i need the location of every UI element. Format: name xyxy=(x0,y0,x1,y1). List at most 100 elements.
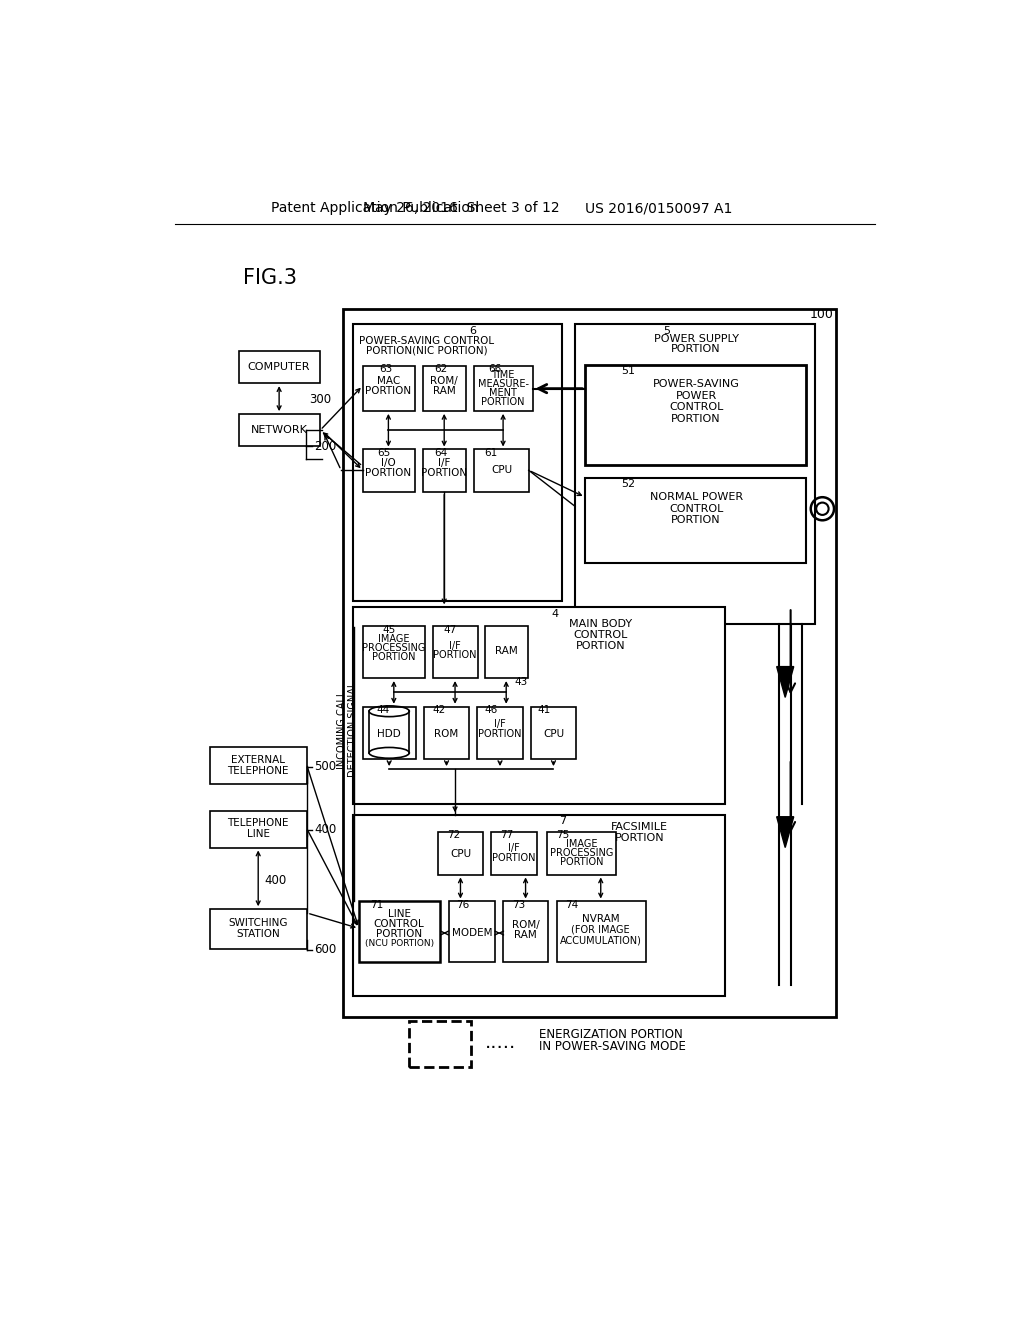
Bar xyxy=(531,706,575,759)
Bar xyxy=(586,364,806,465)
Text: PORTION: PORTION xyxy=(672,413,721,424)
Text: ENERGIZATION PORTION: ENERGIZATION PORTION xyxy=(539,1028,683,1041)
Text: PROCESSING: PROCESSING xyxy=(362,643,426,653)
Text: 71: 71 xyxy=(370,899,383,909)
Text: NVRAM: NVRAM xyxy=(582,915,620,924)
Text: (NCU PORTION): (NCU PORTION) xyxy=(365,940,434,948)
Text: May 26, 2016  Sheet 3 of 12: May 26, 2016 Sheet 3 of 12 xyxy=(362,202,559,215)
Bar xyxy=(362,450,415,492)
Text: NORMAL POWER: NORMAL POWER xyxy=(649,492,742,502)
Text: 72: 72 xyxy=(447,830,461,841)
Text: TELEPHONE: TELEPHONE xyxy=(227,766,289,776)
Bar xyxy=(352,323,562,601)
Text: CONTROL: CONTROL xyxy=(573,630,628,640)
Text: PORTION: PORTION xyxy=(481,397,525,408)
Text: 200: 200 xyxy=(314,440,336,453)
Text: 6: 6 xyxy=(470,326,477,335)
Text: 7: 7 xyxy=(559,816,566,826)
Text: 74: 74 xyxy=(565,899,579,909)
Bar xyxy=(432,626,477,678)
Text: PORTION: PORTION xyxy=(376,929,422,939)
Text: 44: 44 xyxy=(376,705,389,714)
Polygon shape xyxy=(776,667,794,697)
Text: CONTROL: CONTROL xyxy=(669,504,723,513)
Text: PORTION: PORTION xyxy=(560,857,603,867)
Text: ACCUMULATION): ACCUMULATION) xyxy=(560,936,642,945)
Bar xyxy=(362,626,425,678)
Text: SWITCHING: SWITCHING xyxy=(228,917,288,928)
Text: US 2016/0150097 A1: US 2016/0150097 A1 xyxy=(585,202,732,215)
Text: PORTION: PORTION xyxy=(372,652,416,663)
Text: 43: 43 xyxy=(515,677,528,686)
Text: PORTION: PORTION xyxy=(575,640,626,651)
Text: 42: 42 xyxy=(432,705,445,714)
Text: PORTION: PORTION xyxy=(614,833,665,842)
Text: I/F: I/F xyxy=(508,842,520,853)
Ellipse shape xyxy=(369,747,410,758)
Text: INCOMING CALL
DETECTION SIGNAL: INCOMING CALL DETECTION SIGNAL xyxy=(337,682,358,777)
Text: PORTION: PORTION xyxy=(493,853,536,862)
Text: 300: 300 xyxy=(309,393,332,407)
Text: TIME: TIME xyxy=(492,370,515,380)
Text: (FOR IMAGE: (FOR IMAGE xyxy=(571,925,630,935)
Text: IMAGE: IMAGE xyxy=(378,634,410,644)
Text: LINE: LINE xyxy=(388,908,411,919)
Bar xyxy=(575,323,815,624)
Text: LINE: LINE xyxy=(247,829,269,838)
Text: 61: 61 xyxy=(484,447,498,458)
Text: MEASURE-: MEASURE- xyxy=(477,379,528,389)
Text: 41: 41 xyxy=(538,705,551,714)
Text: RAM: RAM xyxy=(495,647,517,656)
Text: 65: 65 xyxy=(378,447,391,458)
Text: EXTERNAL: EXTERNAL xyxy=(231,755,286,764)
Text: 51: 51 xyxy=(621,366,635,376)
Bar xyxy=(490,832,538,875)
Text: IMAGE: IMAGE xyxy=(565,838,597,849)
Bar xyxy=(359,902,440,961)
Bar xyxy=(362,367,415,411)
Text: MENT: MENT xyxy=(489,388,517,399)
Text: FACSIMILE: FACSIMILE xyxy=(611,822,668,832)
Text: PORTION: PORTION xyxy=(421,469,467,478)
Text: PORTION(NIC PORTION): PORTION(NIC PORTION) xyxy=(366,346,487,356)
Text: 66: 66 xyxy=(488,364,502,375)
Bar xyxy=(438,832,483,875)
Text: 600: 600 xyxy=(314,944,336,957)
Text: 5: 5 xyxy=(664,326,671,335)
Text: 45: 45 xyxy=(382,624,395,635)
Text: 63: 63 xyxy=(379,364,392,375)
Text: CONTROL: CONTROL xyxy=(374,919,425,929)
Text: PORTION: PORTION xyxy=(672,345,721,354)
Text: 500: 500 xyxy=(314,760,336,774)
Bar xyxy=(239,351,321,383)
Text: CPU: CPU xyxy=(490,465,512,475)
Text: 62: 62 xyxy=(434,364,447,375)
Text: HDD: HDD xyxy=(377,730,401,739)
Text: IN POWER-SAVING MODE: IN POWER-SAVING MODE xyxy=(539,1040,686,1053)
Text: 52: 52 xyxy=(621,479,635,490)
Bar xyxy=(210,747,307,784)
Text: POWER-SAVING: POWER-SAVING xyxy=(652,379,739,389)
Text: 4: 4 xyxy=(551,610,558,619)
Text: ROM: ROM xyxy=(434,730,459,739)
Text: PORTION: PORTION xyxy=(672,515,721,525)
Text: COMPUTER: COMPUTER xyxy=(248,362,310,372)
Text: RAM: RAM xyxy=(514,929,537,940)
Text: 76: 76 xyxy=(457,899,470,909)
Text: I/O: I/O xyxy=(381,458,395,469)
Bar xyxy=(352,816,725,997)
Bar xyxy=(362,706,416,759)
Text: PORTION: PORTION xyxy=(366,385,412,396)
Bar xyxy=(474,367,532,411)
Text: PORTION: PORTION xyxy=(478,729,522,739)
Text: I/F: I/F xyxy=(438,458,451,469)
Bar xyxy=(423,450,466,492)
Bar xyxy=(485,626,528,678)
Text: STATION: STATION xyxy=(237,929,281,939)
Bar xyxy=(477,706,523,759)
Text: PORTION: PORTION xyxy=(366,469,412,478)
Text: Patent Application Publication: Patent Application Publication xyxy=(271,202,479,215)
Text: POWER SUPPLY: POWER SUPPLY xyxy=(653,334,738,345)
Text: 100: 100 xyxy=(810,308,834,321)
Text: 73: 73 xyxy=(512,899,525,909)
